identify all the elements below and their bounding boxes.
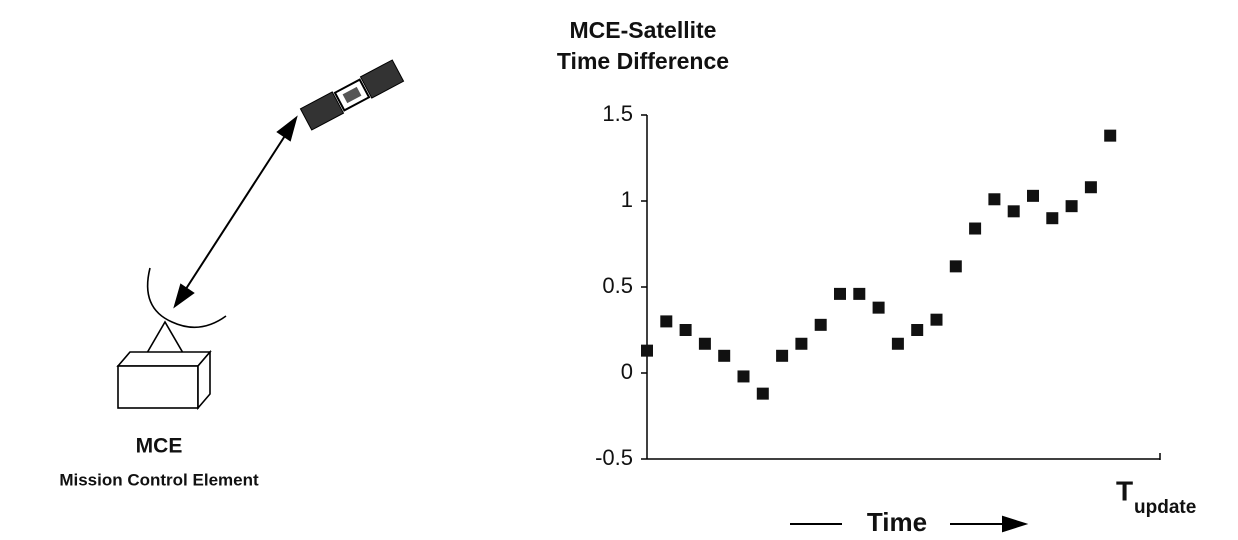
link-arrow (173, 115, 298, 309)
point (988, 193, 1001, 206)
point (872, 301, 885, 314)
y-tick-label: 0 (621, 359, 633, 384)
point (814, 318, 827, 331)
point (949, 260, 962, 273)
point (679, 324, 692, 336)
x-end-label-subscript: update (1134, 497, 1196, 518)
x-axis-arrows (790, 515, 1029, 533)
point (795, 337, 808, 350)
satellite-icon (299, 59, 405, 131)
chart-title-line: Time Difference (557, 48, 729, 74)
point (834, 287, 846, 300)
station-caption: Mission Control Element (59, 470, 259, 489)
point (911, 324, 924, 336)
point (1104, 129, 1117, 142)
ground-station-icon (116, 267, 227, 411)
y-tick-label: 1 (621, 187, 633, 212)
point (1007, 205, 1020, 218)
point (1084, 181, 1097, 194)
point (718, 349, 731, 362)
y-tick-label: -0.5 (595, 445, 633, 470)
point (930, 313, 943, 326)
point (969, 222, 982, 235)
point (698, 337, 711, 350)
point (853, 287, 866, 300)
point (776, 349, 789, 362)
point (756, 387, 769, 400)
point (737, 370, 750, 383)
point (1027, 189, 1039, 202)
point (641, 344, 653, 357)
y-tick-label: 0.5 (602, 273, 633, 298)
point (660, 315, 673, 328)
station-label: MCE (136, 435, 183, 458)
x-end-label: T (1116, 475, 1133, 506)
point (891, 337, 904, 350)
chart-title-line: MCE-Satellite (570, 17, 717, 43)
point (1046, 212, 1059, 225)
y-tick-label: 1.5 (602, 101, 633, 126)
point (1065, 200, 1078, 213)
x-axis-label: Time (867, 507, 927, 537)
